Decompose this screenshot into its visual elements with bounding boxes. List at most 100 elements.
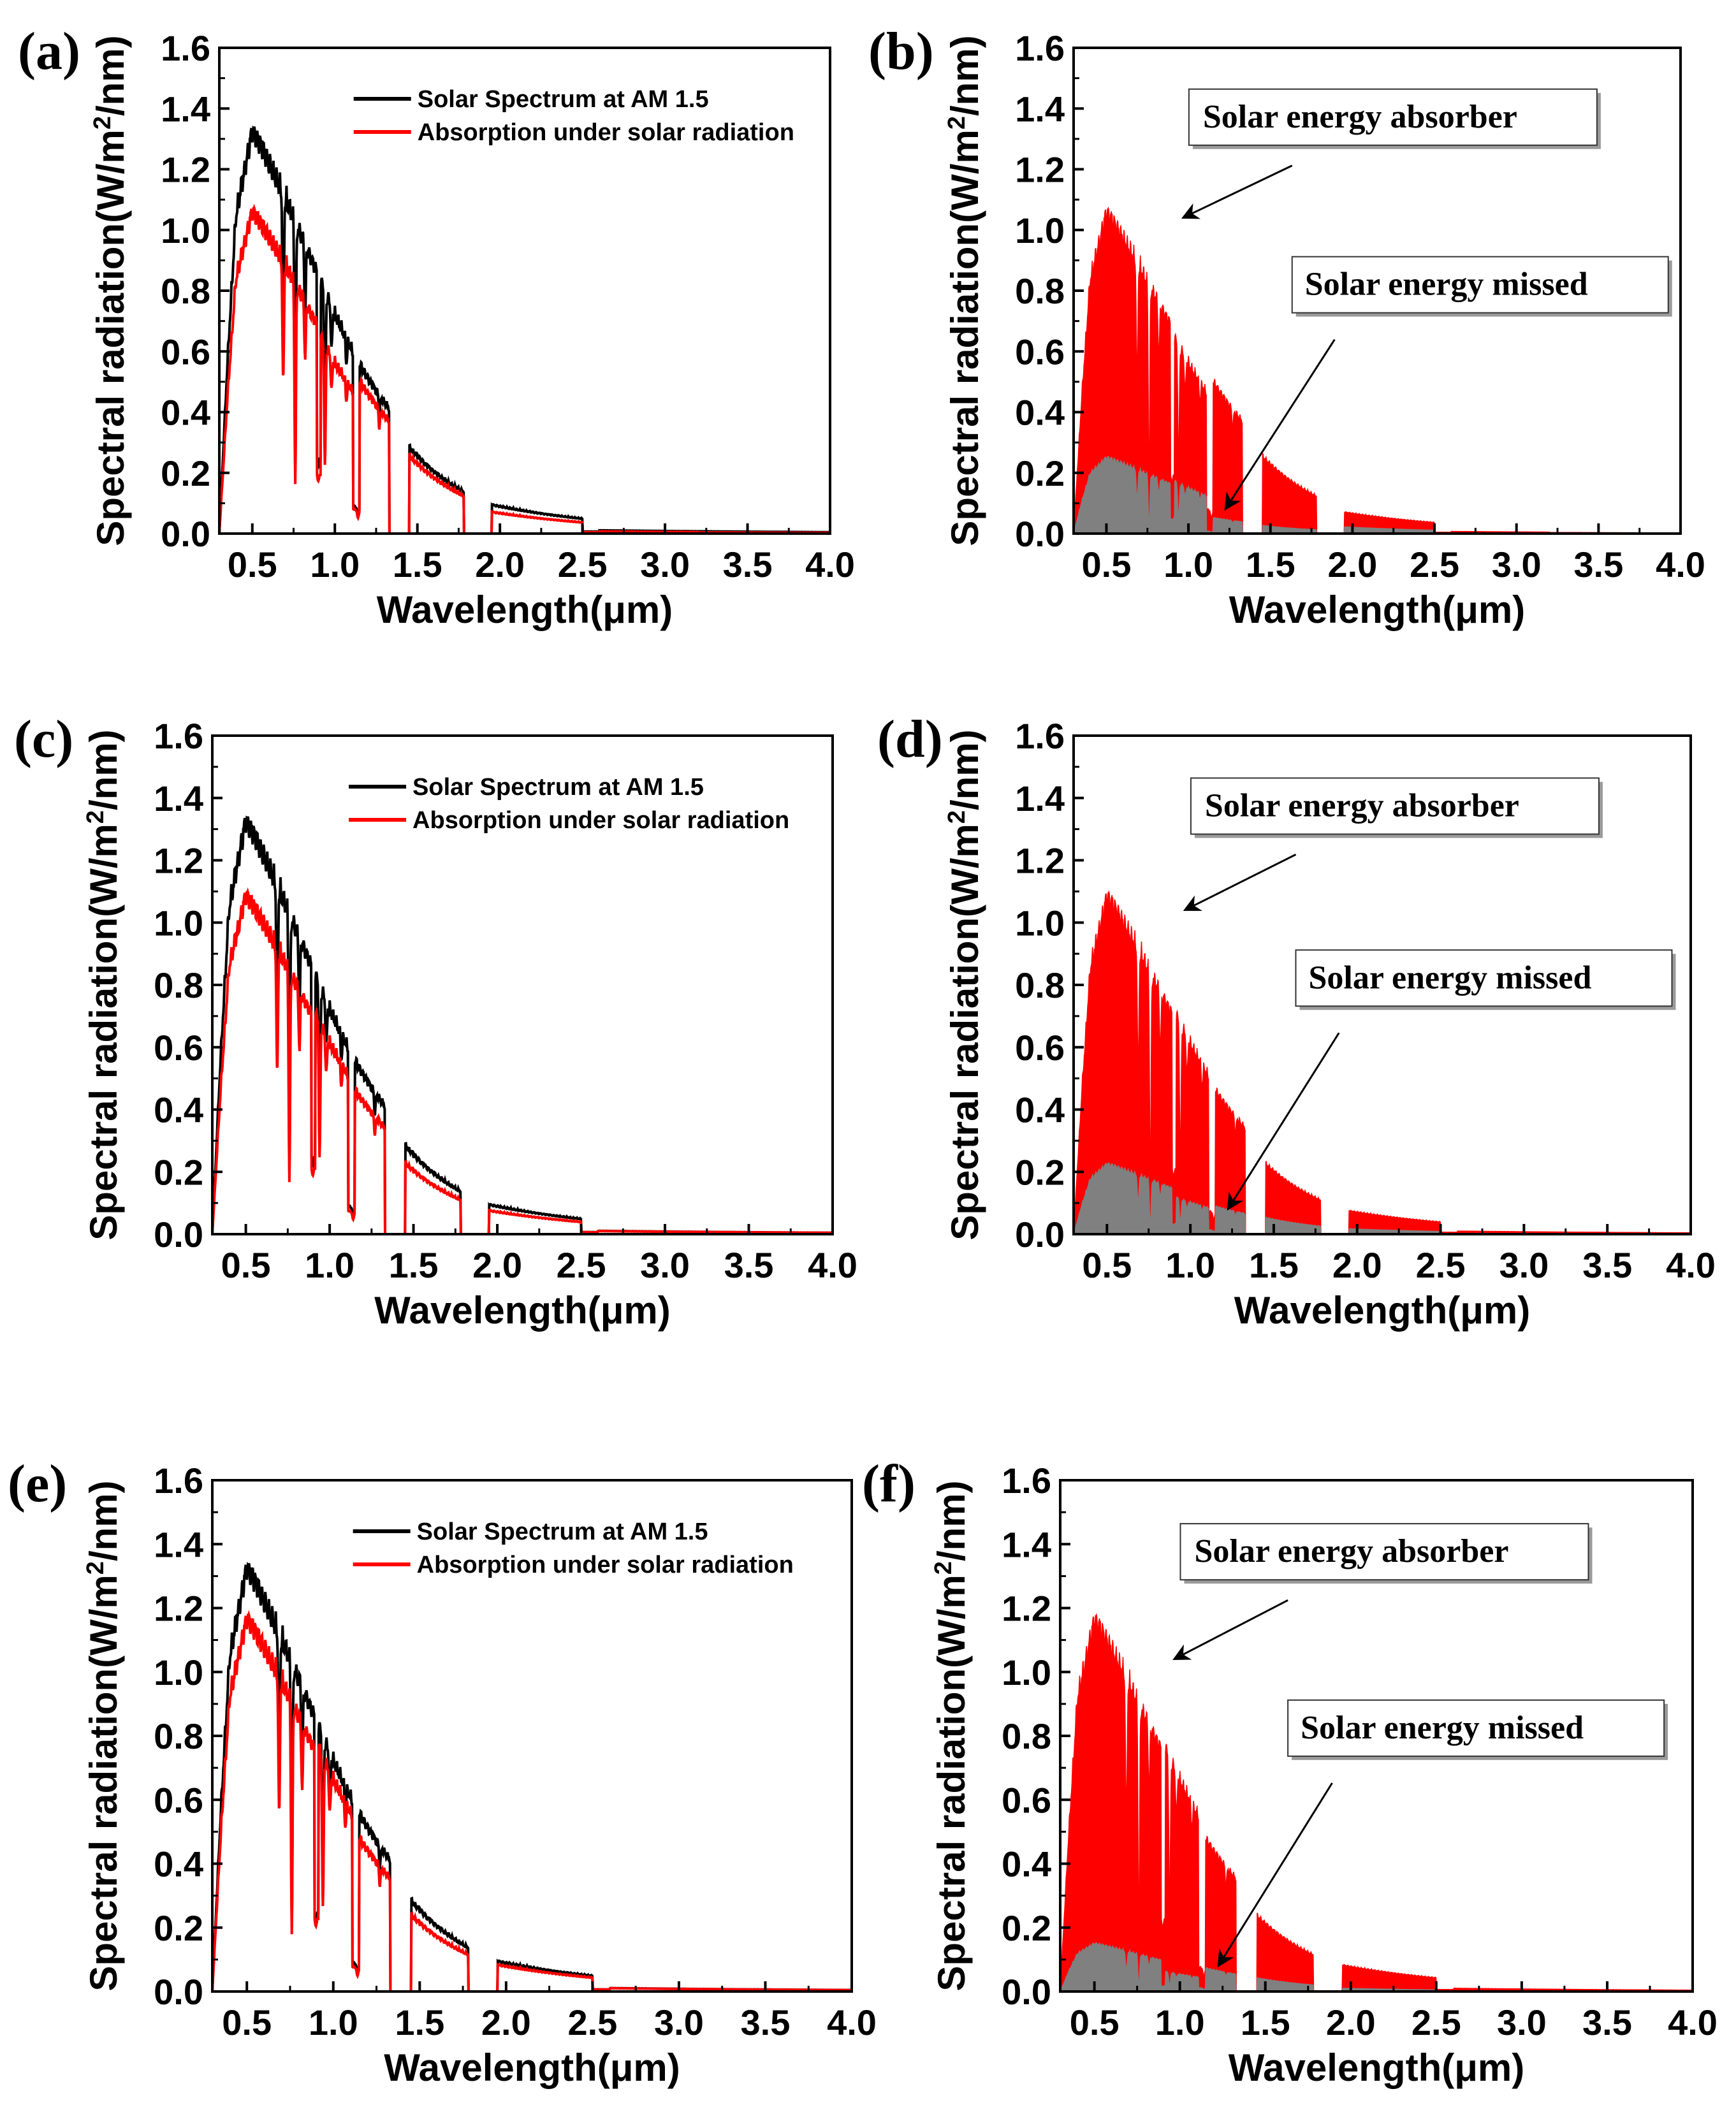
x-tick-label: 1.0 <box>1165 1245 1215 1285</box>
x-axis-title: Wavelength(μm) <box>384 2046 680 2089</box>
y-tick-label: 1.2 <box>161 150 210 190</box>
x-tick-label: 1.0 <box>310 544 360 585</box>
annotation-absorber-label: Solar energy absorber <box>1194 1533 1508 1569</box>
annotation-absorber-label: Solar energy absorber <box>1203 99 1517 135</box>
x-tick-label: 2.0 <box>1326 2002 1376 2043</box>
y-tick-label: 0.0 <box>154 1214 203 1255</box>
x-tick-label: 3.0 <box>654 2002 704 2043</box>
x-tick-label: 3.0 <box>640 544 690 585</box>
x-tick-label: 1.5 <box>395 2002 444 2043</box>
chart-panel-f: 0.0 0.2 0.4 0.6 0.8 1.0 1.2 1.4 1.6 0.5 1.0 1.5 2.0 2… <box>862 1454 1718 2089</box>
annotation-missed-label: Solar energy missed <box>1308 959 1591 996</box>
x-tick-label: 3.5 <box>741 2002 791 2043</box>
x-axis-title: Wavelength(μm) <box>1234 1289 1531 1332</box>
chart-panel-e: 0.0 0.2 0.4 0.6 0.8 1.0 1.2 1.4 1.6 0.5 1.0 1.5 2.0 2… <box>8 1454 877 2089</box>
y-axis-title: Spectral radiation(W/m2/nm) <box>944 729 986 1240</box>
x-tick-label: 0.5 <box>221 1245 271 1285</box>
x-tick-label: 2.5 <box>557 1245 606 1285</box>
annotation-missed-label: Solar energy missed <box>1301 1710 1584 1746</box>
y-axis-title-prefix: Spectral radiation(W/m <box>944 129 986 546</box>
y-axis-title: Spectral radiation(W/m2/nm) <box>82 1480 125 1991</box>
x-tick-label: 2.5 <box>558 544 608 585</box>
x-tick-label: 2.0 <box>1332 1245 1382 1285</box>
chart-panel-c: 0.0 0.2 0.4 0.6 0.8 1.0 1.2 1.4 1.6 0.5 1.0 1.5 2.0 2… <box>14 710 857 1332</box>
y-tick-label: 1.4 <box>1015 89 1065 129</box>
y-tick-label: 0.6 <box>1015 1028 1065 1068</box>
x-tick-label: 1.0 <box>309 2002 358 2043</box>
x-tick-label: 1.0 <box>1155 2002 1205 2043</box>
y-tick-label: 1.6 <box>1015 716 1065 756</box>
y-tick-label: 1.2 <box>154 1589 203 1629</box>
y-tick-label: 1.6 <box>154 716 203 756</box>
x-tick-label: 3.5 <box>724 1245 774 1285</box>
y-axis-title-suffix: /nm) <box>944 729 986 810</box>
y-axis-title: Spectral radiation(W/m2/nm) <box>82 729 125 1240</box>
x-tick-label: 1.0 <box>305 1245 354 1285</box>
y-axis-title-prefix: Spectral radiation(W/m <box>82 824 125 1240</box>
x-tick-label: 4.0 <box>805 544 855 585</box>
y-axis-title: Spectral radiation(W/m2/nm) <box>89 35 132 546</box>
absorbed-energy-area <box>1060 1613 1693 1992</box>
absorption-line <box>211 887 833 1235</box>
y-axis-title: Spectral radiation(W/m2/nm) <box>944 35 986 546</box>
x-tick-label: 2.5 <box>1410 544 1459 585</box>
y-tick-label: 0.4 <box>154 1844 203 1884</box>
annotation-box-absorber <box>1179 1523 1589 1581</box>
annotation-box-absorber <box>1190 777 1600 835</box>
y-tick-label: 1.2 <box>1002 1589 1051 1629</box>
y-tick-label: 1.4 <box>154 1524 203 1564</box>
annotation-arrow-absorber <box>1183 854 1297 912</box>
y-axis-title-suffix: /nm) <box>82 1480 125 1561</box>
x-tick-label: 3.0 <box>640 1245 690 1285</box>
chart-panel-a: 0.0 0.2 0.4 0.6 0.8 1.0 1.2 1.4 1.6 0.5 1.0 1.5 2.0 2… <box>18 22 855 631</box>
y-tick-label: 1.6 <box>1002 1460 1051 1501</box>
y-tick-label: 1.4 <box>161 89 210 129</box>
y-tick-label: 0.2 <box>1015 453 1065 493</box>
x-tick-label: 3.5 <box>1573 544 1623 585</box>
x-tick-label: 3.5 <box>1582 1245 1632 1285</box>
y-tick-label: 1.4 <box>154 778 203 819</box>
x-tick-label: 4.0 <box>808 1245 857 1285</box>
annotation-arrow-missed <box>1227 1032 1340 1211</box>
y-tick-label: 1.0 <box>1002 1652 1051 1693</box>
x-tick-label: 2.0 <box>472 1245 522 1285</box>
x-tick-label: 1.5 <box>1249 1245 1299 1285</box>
x-axis-title: Wavelength(μm) <box>1229 2046 1525 2089</box>
x-tick-label: 2.0 <box>1327 544 1377 585</box>
y-axis-title-sup: 2 <box>930 1561 957 1575</box>
x-axis-title: Wavelength(μm) <box>377 588 673 631</box>
y-axis-title-sup: 2 <box>944 116 970 129</box>
x-tick-label: 0.5 <box>1082 1245 1132 1285</box>
solar-spectrum-line <box>211 1562 852 1993</box>
panel-label: (f) <box>862 1454 915 1513</box>
y-axis-title-prefix: Spectral radiation(W/m <box>930 1575 973 1991</box>
x-tick-label: 2.5 <box>1411 2002 1461 2043</box>
legend-label-absorption: Absorption under solar radiation <box>418 119 794 146</box>
y-tick-label: 1.0 <box>1015 210 1065 251</box>
y-tick-label: 0.8 <box>161 271 210 311</box>
annotation-box-missed <box>1295 949 1673 1007</box>
annotation-absorber-label: Solar energy absorber <box>1205 787 1519 824</box>
y-tick-label: 1.2 <box>1015 150 1065 190</box>
y-axis-title-suffix: /nm) <box>82 729 125 810</box>
y-tick-label: 0.6 <box>1015 331 1065 372</box>
y-tick-label: 1.6 <box>154 1460 203 1501</box>
y-tick-label: 1.6 <box>161 28 210 68</box>
x-tick-label: 1.5 <box>393 544 442 585</box>
y-tick-label: 0.0 <box>161 514 210 554</box>
y-tick-label: 0.2 <box>161 453 210 493</box>
x-tick-label: 1.5 <box>1241 2002 1290 2043</box>
y-tick-label: 1.2 <box>1015 841 1065 881</box>
y-tick-label: 0.8 <box>154 1716 203 1756</box>
y-tick-label: 1.0 <box>154 903 203 943</box>
x-tick-label: 4.0 <box>1666 1245 1716 1285</box>
legend-label-solar: Solar Spectrum at AM 1.5 <box>412 774 704 801</box>
annotation-box-absorber <box>1188 88 1598 146</box>
solar-spectrum-line <box>211 815 833 1235</box>
annotation-box-missed <box>1291 256 1669 314</box>
panel-label: (c) <box>14 710 73 769</box>
x-tick-label: 3.5 <box>723 544 773 585</box>
legend-label-solar: Solar Spectrum at AM 1.5 <box>417 1518 708 1545</box>
y-tick-label: 0.0 <box>154 1972 203 2012</box>
y-tick-label: 0.2 <box>1015 1152 1065 1192</box>
